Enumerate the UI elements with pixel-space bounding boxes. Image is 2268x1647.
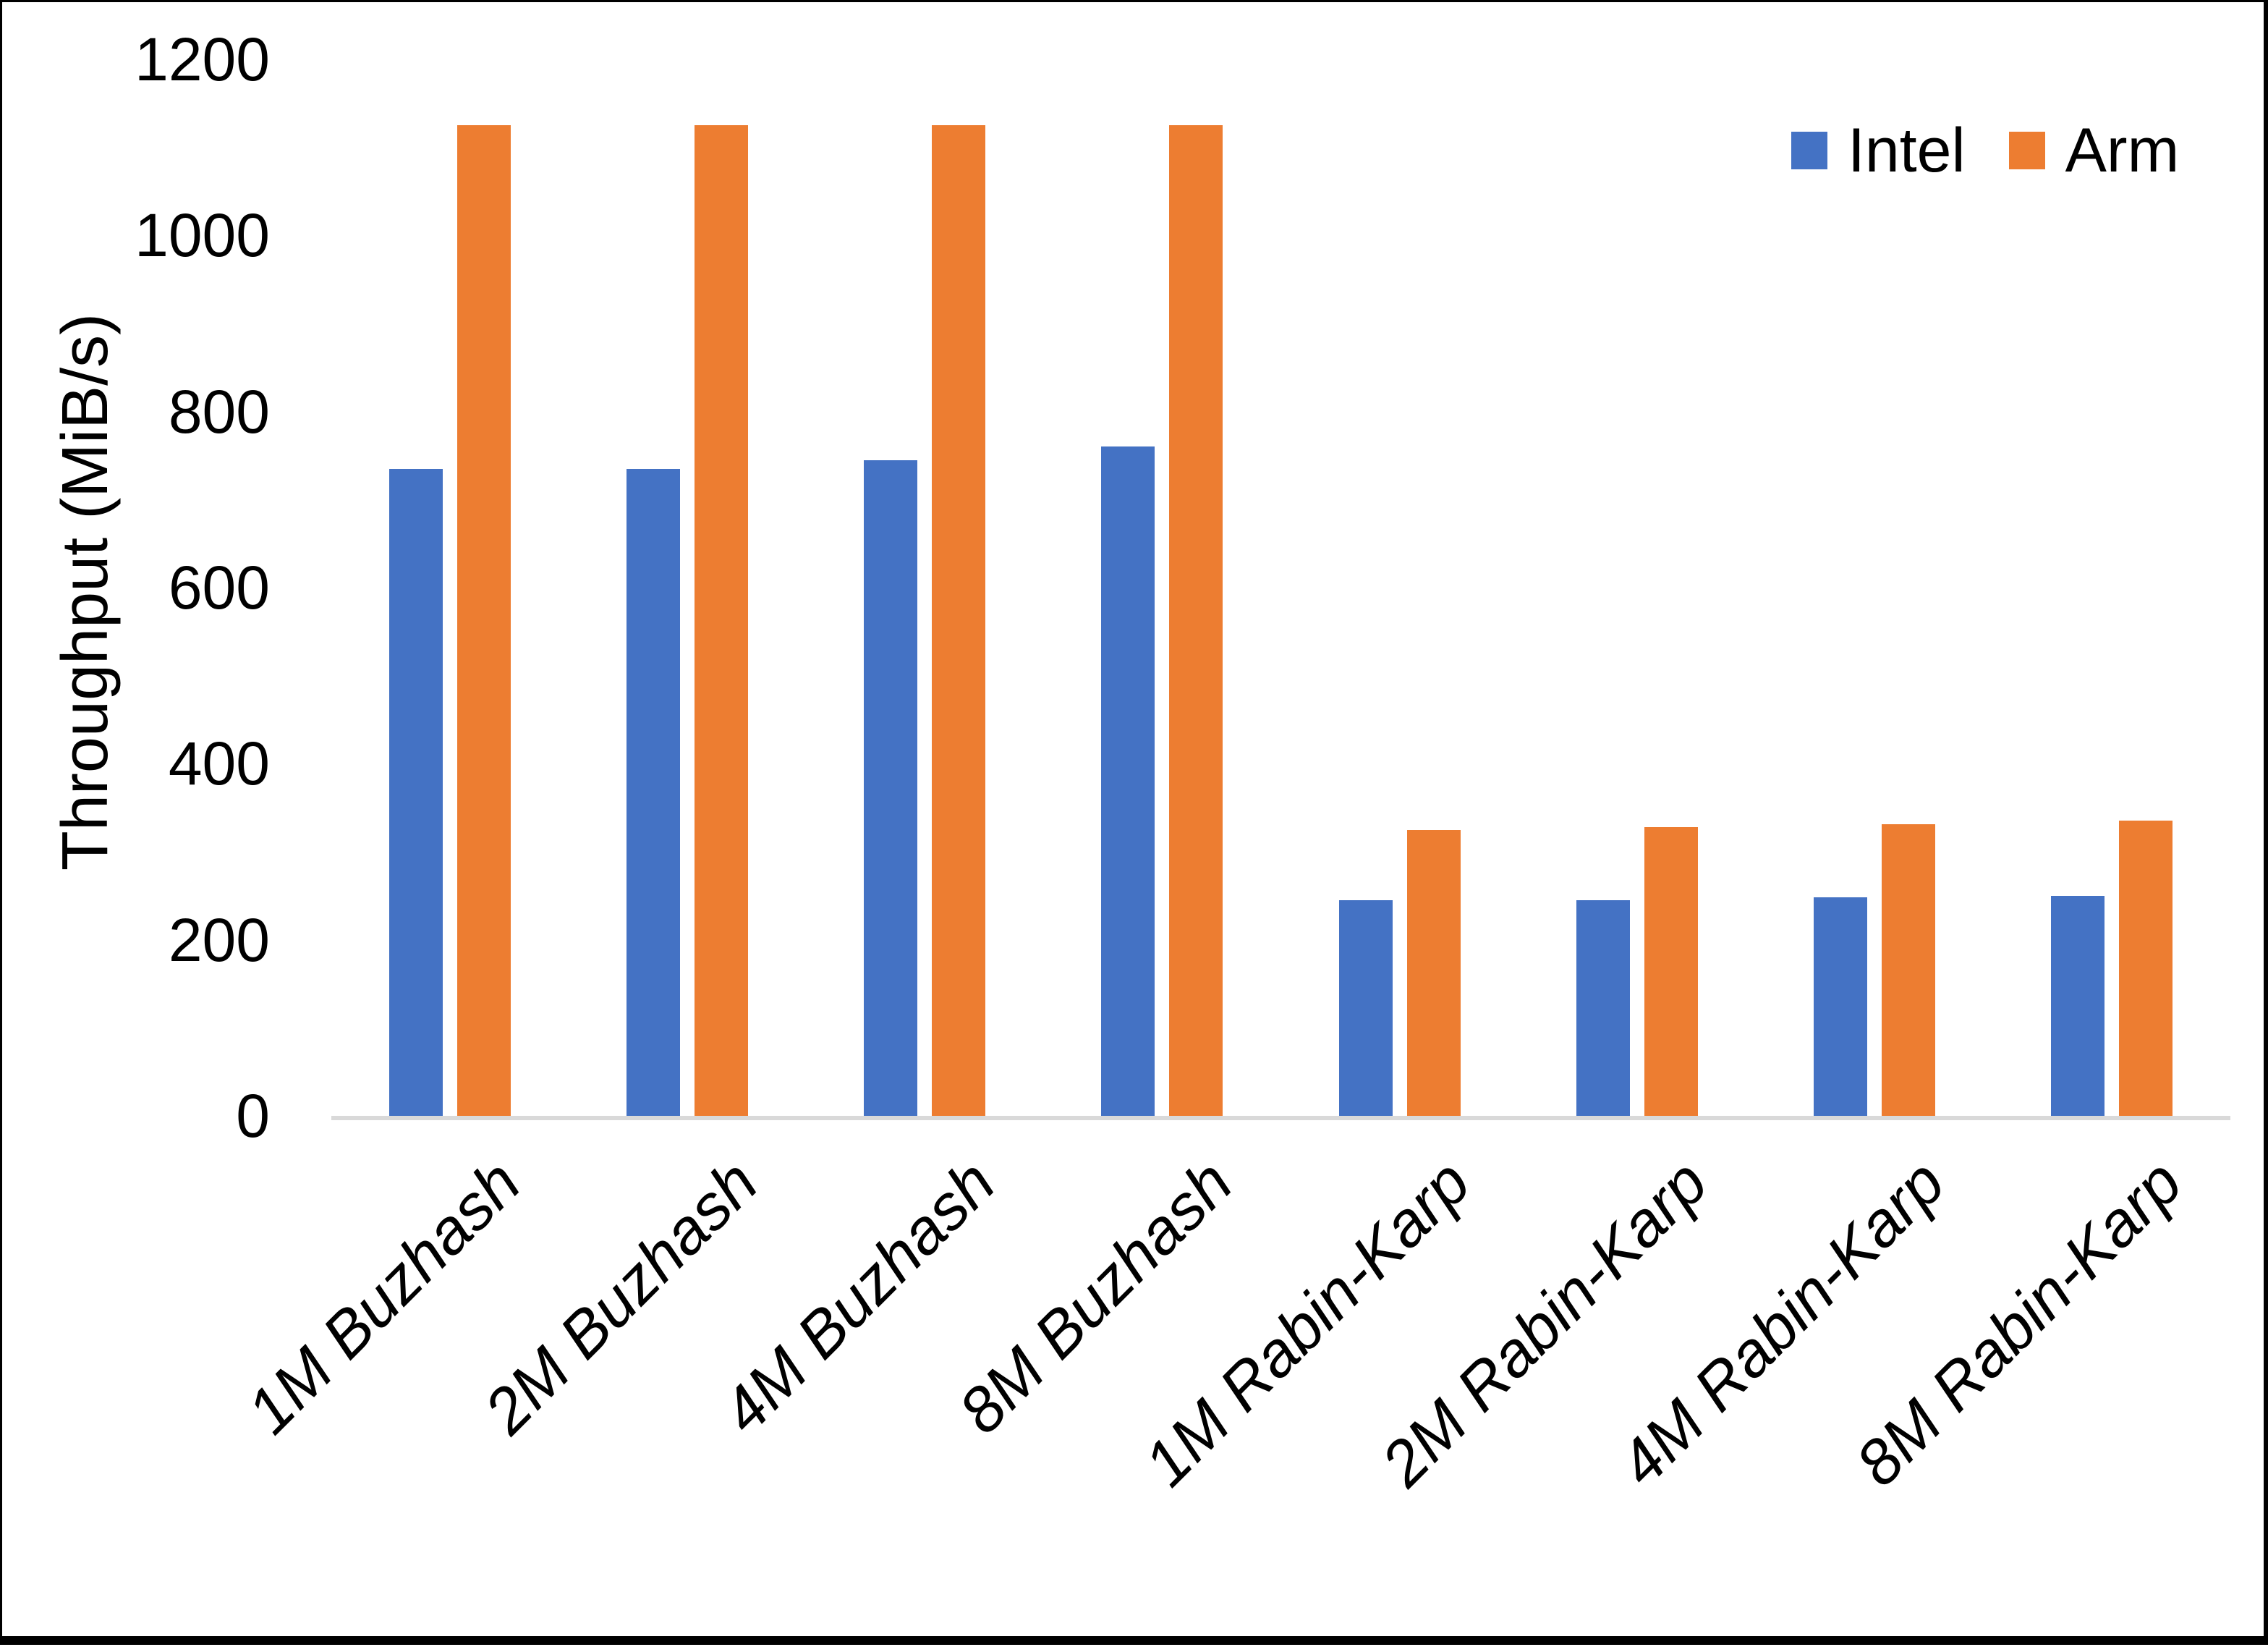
bar-arm-4 [1406,829,1461,1116]
y-tick-label: 400 [168,729,270,798]
bar-intel-0 [389,468,443,1116]
bar-arm-2 [932,125,986,1116]
bar-intel-2 [864,460,918,1116]
legend-item-intel: Intel [1791,119,1966,182]
plot-area [331,59,2230,1116]
y-tick-label: 1000 [135,201,270,270]
legend-item-arm: Arm [2008,116,2180,185]
y-tick-label: 1200 [135,25,270,93]
legend-swatch-intel [1791,132,1827,169]
bar-intel-4 [1338,899,1393,1116]
y-tick-label: 800 [168,377,270,446]
y-tick-label: 0 [236,1082,270,1150]
y-axis: 0 200 400 600 800 1000 1200 [2,2,270,1647]
bar-arm-6 [1881,824,1935,1116]
y-tick-label: 600 [168,554,270,622]
bar-intel-7 [2050,895,2105,1116]
y-tick-label: 200 [168,905,270,974]
legend-label-arm: Arm [2065,116,2180,185]
bar-intel-5 [1576,899,1630,1116]
bar-arm-3 [1169,125,1223,1116]
legend-swatch-arm [2008,132,2045,169]
legend: Intel Arm [1791,118,2179,183]
legend-label-intel: Intel [1848,116,1966,185]
bar-intel-6 [1813,897,1867,1116]
bar-arm-0 [457,125,511,1116]
x-axis-line [331,1116,2230,1120]
bar-arm-5 [1644,826,1698,1116]
bar-intel-3 [1101,446,1155,1116]
bar-intel-1 [627,468,681,1116]
bar-arm-7 [2118,821,2173,1116]
bar-arm-1 [695,125,749,1116]
